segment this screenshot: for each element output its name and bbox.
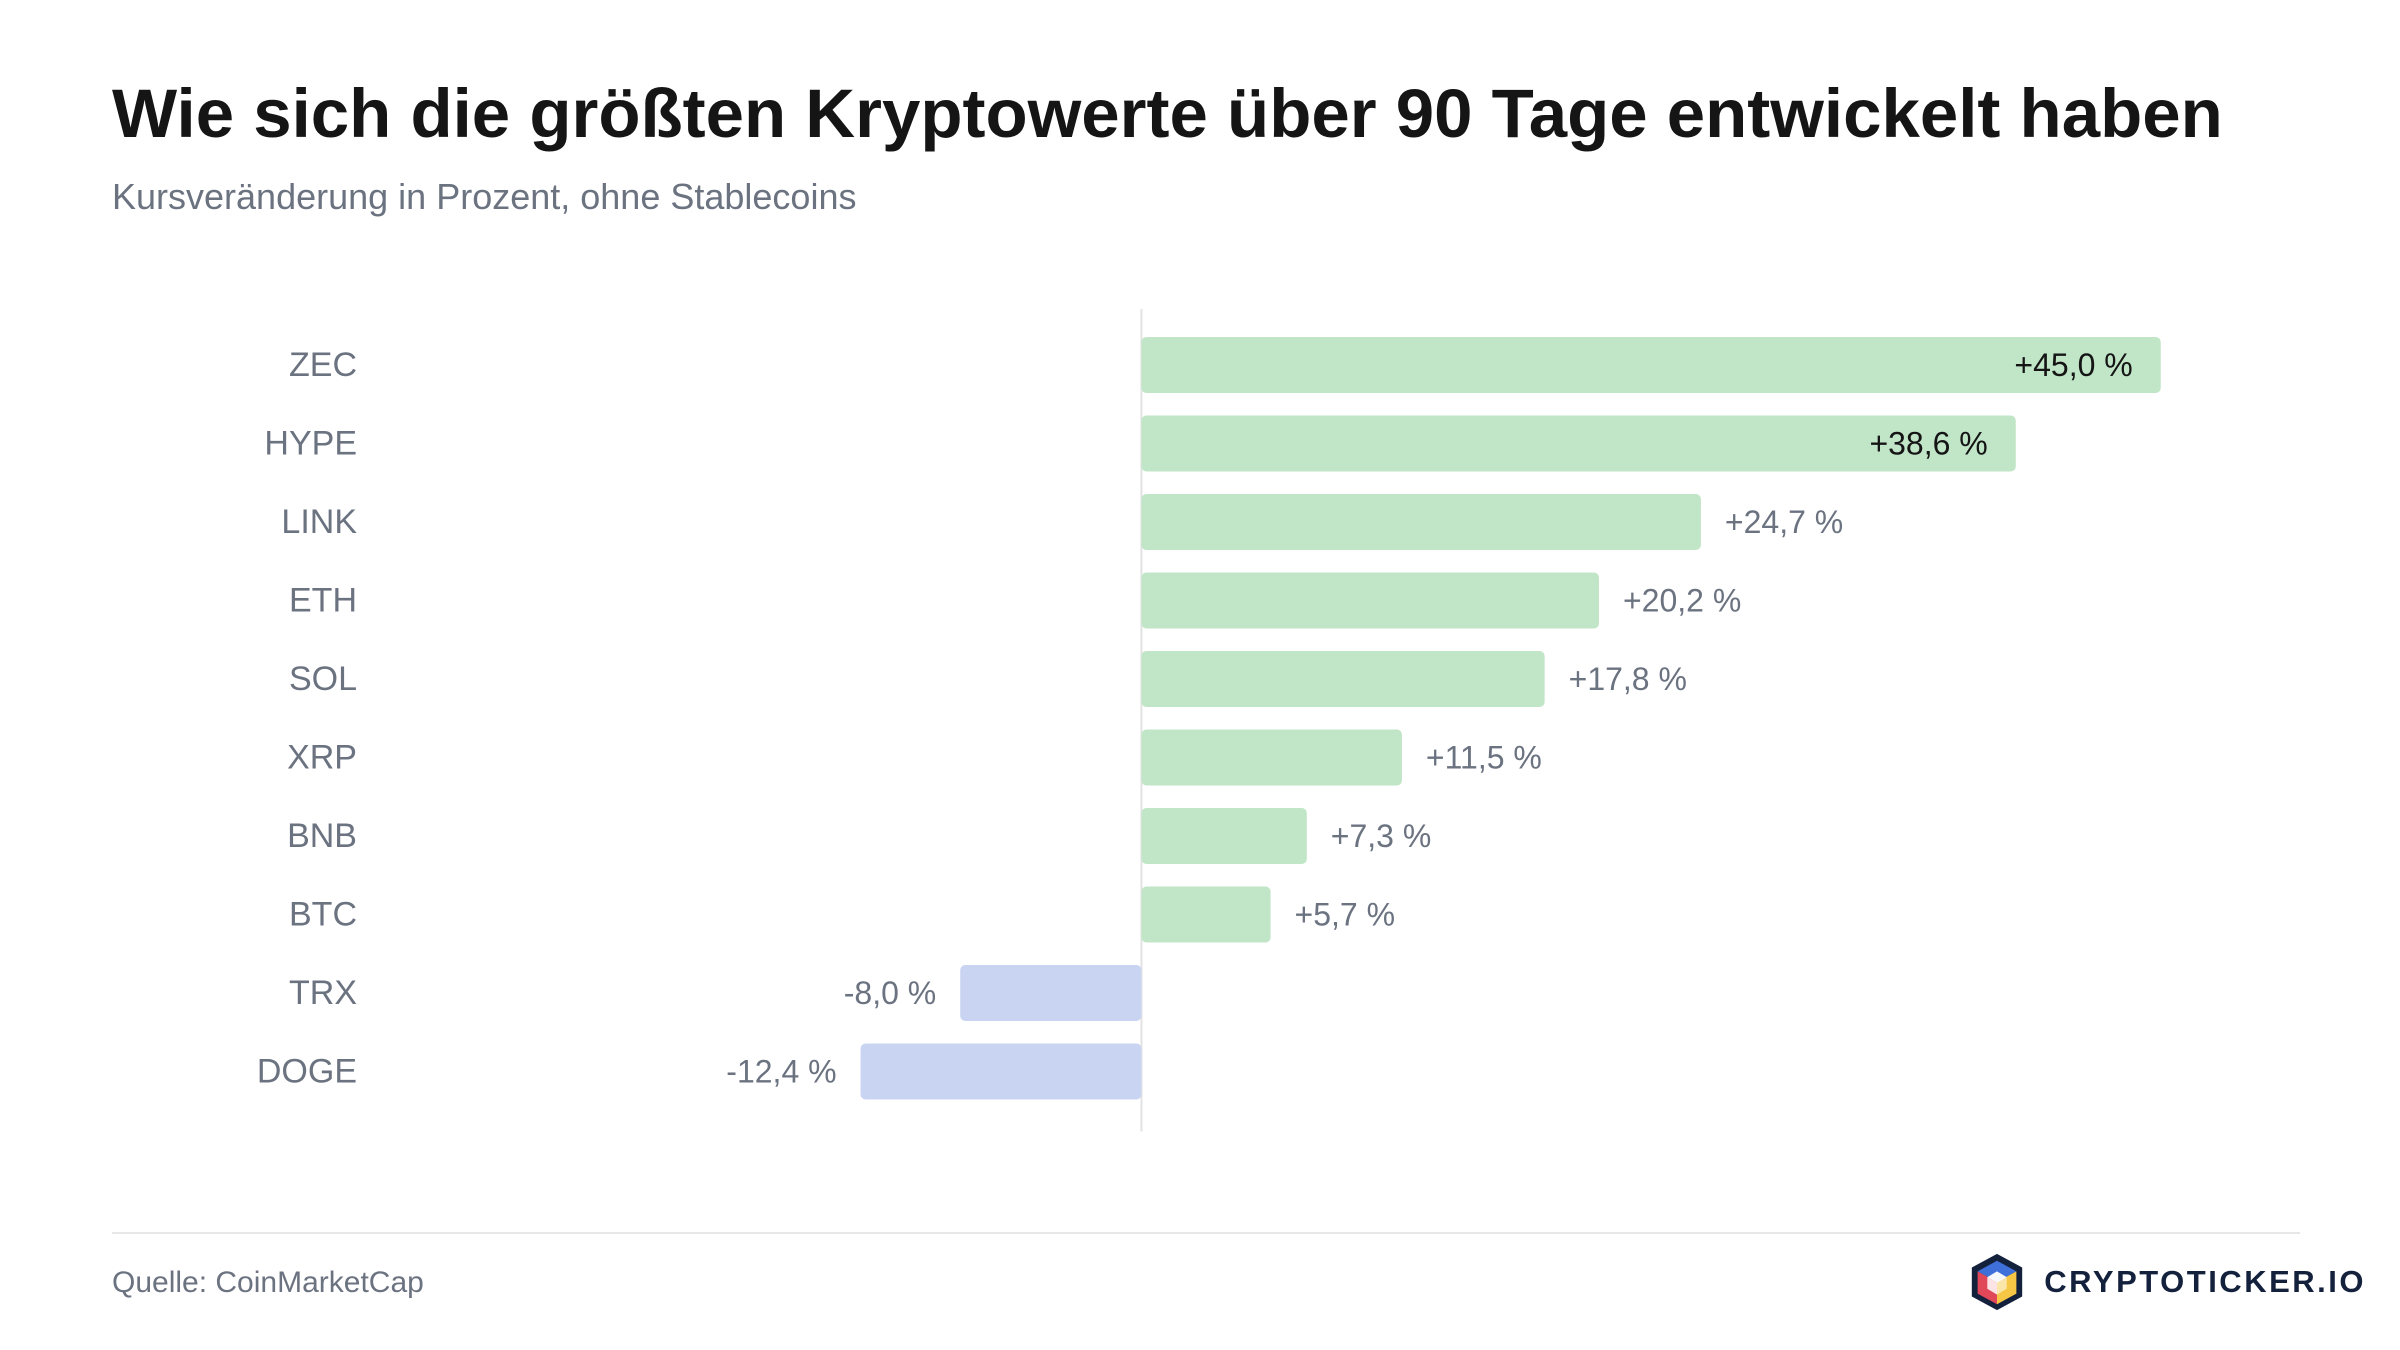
data-label: +11,5 % — [1426, 740, 1542, 776]
source-note: Quelle: CoinMarketCap — [112, 1266, 424, 1299]
bar — [960, 965, 1142, 1021]
category-label: LINK — [281, 503, 357, 541]
brand[interactable]: CRYPTOTICKER.IO — [1966, 1251, 2366, 1313]
category-label: TRX — [289, 974, 357, 1012]
bar — [1141, 729, 1402, 786]
category-label: SOL — [289, 660, 357, 698]
chart-title: Wie sich die größten Kryptowerte über 90… — [112, 75, 2223, 152]
bar-chart: ZEC +45,0 % HYPE +38,6 % LINK +24,7 % ETH +20,2… — [257, 309, 2161, 1132]
data-label: +45,0 % — [2014, 347, 2132, 383]
bar — [1141, 572, 1599, 629]
category-label: BNB — [287, 817, 357, 855]
brand-name: CRYPTOTICKER.IO — [2044, 1264, 2366, 1299]
data-label: +7,3 % — [1331, 818, 1432, 854]
category-label: DOGE — [257, 1053, 357, 1091]
category-label: XRP — [287, 739, 357, 777]
category-label: ZEC — [289, 346, 357, 384]
data-label: +38,6 % — [1869, 426, 1987, 462]
data-label: +20,2 % — [1623, 583, 1741, 619]
bar — [1141, 651, 1545, 707]
bar — [1141, 494, 1701, 550]
category-label: BTC — [289, 896, 357, 934]
chart-subtitle: Kursveränderung in Prozent, ohne Stablec… — [112, 176, 857, 217]
data-label: -12,4 % — [726, 1054, 836, 1090]
bar — [1141, 886, 1271, 943]
data-label: -8,0 % — [844, 975, 936, 1011]
data-label: +24,7 % — [1725, 504, 1843, 540]
bar — [860, 1043, 1142, 1100]
category-label: ETH — [289, 582, 357, 620]
data-label: +17,8 % — [1569, 661, 1687, 697]
cube-logo-icon — [1972, 1253, 2023, 1311]
bar — [1141, 337, 2161, 393]
footer-divider — [112, 1232, 2300, 1234]
bar — [1141, 415, 2016, 472]
bar — [1141, 808, 1307, 864]
data-label: +5,7 % — [1295, 897, 1396, 933]
category-label: HYPE — [264, 425, 357, 463]
